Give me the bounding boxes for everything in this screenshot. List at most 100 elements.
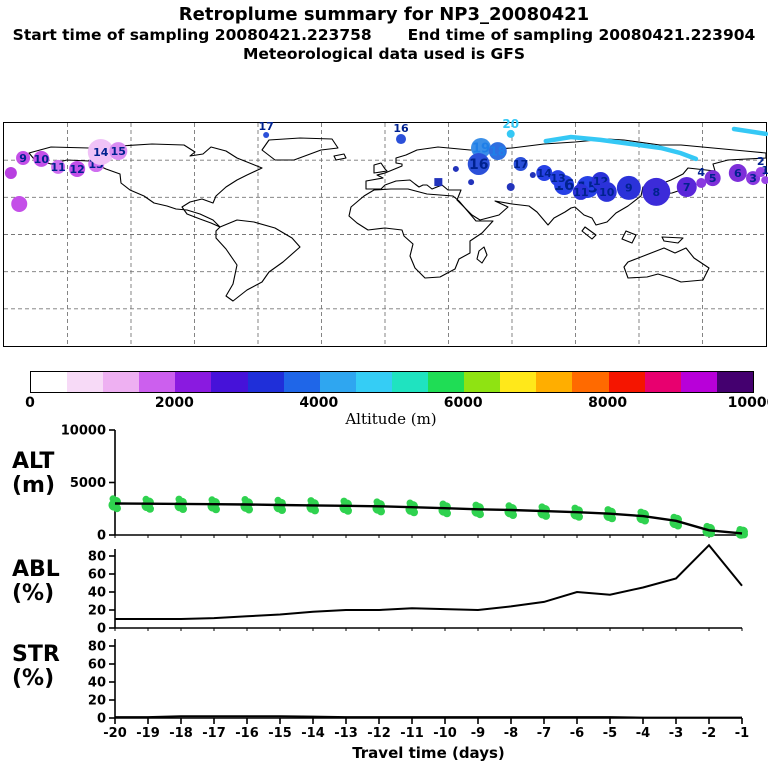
x-tick-label: -11 [400,726,424,741]
trajectory-marker [529,171,536,178]
colorbar-tick-label: 8000 [588,395,628,411]
flow-line [543,134,699,162]
trajectory-day-label: 5 [709,172,717,185]
colorbar-cell [319,372,356,392]
y-tick-label: 20 [88,694,106,709]
coast-greenland [261,137,339,161]
trajectory-day-label: 9 [19,152,27,165]
end-time-label: End time of sampling 20080421.223904 [407,26,756,44]
coast-sumatra [581,226,597,240]
trajectory-marker [696,177,707,188]
colorbar-tick-label: 4000 [299,395,339,411]
colorbar-cell [716,372,753,392]
y-tick-label: 0 [97,622,106,637]
coast-eurasia [365,138,767,226]
colorbar-cell [464,372,501,392]
trajectory-day-label: 4 [697,166,705,179]
trajectory-marker [513,157,528,172]
alt-particle-dot [344,506,352,515]
trajectory-day-label: 20 [502,117,519,131]
trajectory-day-label: 3 [749,172,757,185]
alt-particle-dot [212,505,220,514]
trajectory-day-label: 9 [625,182,633,195]
trajectory-marker [572,183,589,200]
colorbar-cell [680,372,717,392]
x-tick-label: -18 [169,726,193,741]
alt-axis-label-unit: (m) [12,473,56,498]
coast-borneo [621,230,637,244]
y-tick-label: 0 [97,712,106,727]
y-tick-label: 5000 [70,476,106,491]
colorbar-cell [211,372,248,392]
colorbar-cell [139,372,176,392]
trajectory-marker [704,170,721,187]
trajectory-marker [642,177,671,206]
trajectory-marker [549,170,566,187]
map-gridlines [4,123,766,346]
colorbar-cell [572,372,609,392]
colorbar-cell [536,372,573,392]
trajectory-day-label: 14 [93,146,109,159]
trajectory-day-label: 15 [111,145,126,158]
coast-new-guinea [661,236,684,244]
trajectory-marker [263,132,270,139]
trajectory-marker [16,151,31,166]
trajectory-marker [676,177,697,198]
trajectory-marker [396,134,407,145]
trajectory-day-label: 19 [472,142,490,157]
trajectory-marker [69,160,86,177]
trajectory-day-label: 1 [761,164,768,177]
colorbar-cell [608,372,645,392]
x-tick-label: -2 [702,726,716,741]
x-tick-label: -9 [471,726,485,741]
coast-britain [373,162,388,174]
colorbar-title: Altitude (m) [345,410,437,428]
met-data-label: Meteorological data used is GFS [242,45,526,63]
trajectory-day-label: 17 [258,120,273,133]
alt-axis-label-name: ALT [12,449,55,474]
x-tick-label: -12 [367,726,391,741]
alt-particle-dot [674,521,682,530]
alt-particle-dot [245,505,253,514]
coast-australia [623,247,710,283]
colorbar-cell [391,372,429,392]
colorbar-cell [500,372,537,392]
trajectory-marker [536,164,553,181]
trajectory-day-label: 8 [652,186,660,199]
alt-mean-line [114,502,743,535]
x-tick-label: -8 [504,726,518,741]
alt-particle-dot [377,507,385,516]
alt-particle-dot [443,509,451,518]
alt-particle-dot [542,511,550,520]
trajectory-day-label: 12 [69,163,84,176]
trajectory-marker [596,181,617,202]
trajectory-marker [468,179,475,186]
y-tick-label: 60 [88,568,106,583]
x-axis-title: Travel time (days) [352,744,505,762]
timeseries-panels: 0 5000 10000 0 20 40 60 80 0 20 40 60 80 -20 -19 -18 -17… [61,424,749,741]
str-line [115,715,742,719]
colorbar-tick-label: 0 [25,395,35,411]
colorbar-tick-label: 10000 [727,395,768,411]
coast-south-america [215,219,301,302]
trajectory-marker [761,176,768,185]
y-tick-label: 0 [97,529,106,544]
colorbar-cell [247,372,284,392]
alt-particle-dot [146,504,154,513]
str-axis-label-name: STR [12,642,60,667]
y-tick-label: 60 [88,658,106,673]
trajectory-marker [87,138,114,165]
x-tick-label: -17 [202,726,226,741]
abl-line [115,543,743,620]
x-tick-label: -7 [537,726,551,741]
coast-africa [348,188,494,279]
alt-particle-dot [410,508,418,517]
x-tick-label: -5 [603,726,617,741]
trajectory-day-label: 11 [50,161,65,174]
abl-axis-label: ABL (%) [12,558,60,606]
alt-particle-dot [311,506,319,515]
trajectory-marker [434,178,443,187]
